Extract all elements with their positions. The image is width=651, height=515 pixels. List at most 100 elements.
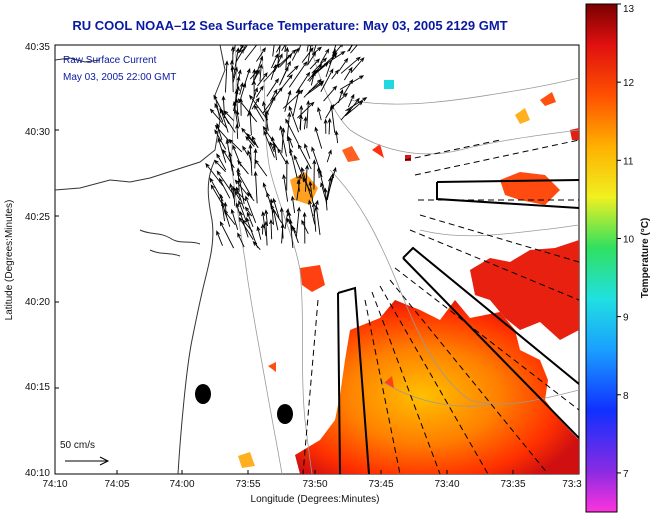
codar-site-marker <box>277 404 293 424</box>
current-vector <box>263 63 281 83</box>
current-vector <box>237 232 245 248</box>
current-vector <box>246 211 254 227</box>
current-vector <box>295 71 311 94</box>
current-vector <box>234 179 249 196</box>
current-vector <box>219 108 236 133</box>
coverage-sectors <box>302 139 579 474</box>
colorbar-label: Temperature (°C) <box>640 218 651 299</box>
current-vector <box>251 135 259 148</box>
current-vector <box>340 107 352 121</box>
current-vector <box>297 101 315 119</box>
current-vector <box>242 145 249 156</box>
current-vector <box>288 105 300 133</box>
surface-current-vectors <box>205 45 368 251</box>
current-vector <box>320 48 330 64</box>
current-vector <box>244 45 258 61</box>
current-vector <box>271 53 279 69</box>
current-vector <box>311 146 323 178</box>
current-vector <box>298 114 303 130</box>
current-vector <box>272 208 279 231</box>
current-vector <box>350 57 365 74</box>
inset-line-2: May 03, 2005 22:00 GMT <box>63 72 176 83</box>
current-vector <box>345 100 364 117</box>
colorbar-tick-label: 13 <box>623 4 635 15</box>
current-vector <box>304 143 311 159</box>
current-vector <box>247 86 258 117</box>
current-vector <box>311 57 328 74</box>
current-vector <box>306 99 311 129</box>
current-vector <box>257 72 268 87</box>
current-vector <box>345 97 368 112</box>
x-tick-label: 73:45 <box>368 479 393 490</box>
current-vector <box>235 48 245 63</box>
current-vector <box>332 45 337 57</box>
current-vector <box>242 45 247 51</box>
codar-site-marker <box>195 384 211 404</box>
current-vector <box>229 59 234 72</box>
current-vector <box>320 68 334 92</box>
current-vector <box>230 208 239 230</box>
current-vector <box>232 144 242 167</box>
scale-label: 50 cm/s <box>60 440 95 451</box>
current-vector <box>238 216 254 240</box>
current-vector <box>302 211 307 244</box>
current-vector <box>284 89 292 112</box>
current-vector <box>329 104 336 133</box>
y-tick-label: 40:10 <box>25 468 50 479</box>
current-vector <box>295 206 301 238</box>
y-axis: 40:35 40:30 40:25 40:20 40:15 40:10 Lati… <box>4 42 59 479</box>
current-vector <box>298 45 302 51</box>
current-vector <box>234 190 241 201</box>
colorbar-tick-label: 8 <box>623 391 629 402</box>
current-vector <box>327 117 332 135</box>
current-vector <box>219 221 235 249</box>
current-vector <box>272 197 280 218</box>
current-vector <box>288 61 308 88</box>
current-vector <box>281 45 286 51</box>
current-vector <box>297 143 312 170</box>
current-vector <box>232 66 238 83</box>
current-vector <box>244 206 253 217</box>
current-vector <box>253 148 258 169</box>
current-vector <box>279 53 293 68</box>
current-vector <box>264 209 269 227</box>
current-vector <box>272 45 275 57</box>
current-vector <box>323 85 338 102</box>
current-vector <box>339 75 365 90</box>
current-vector <box>326 166 337 199</box>
current-vector <box>249 94 269 121</box>
current-vector <box>277 45 281 64</box>
current-vector <box>235 186 245 210</box>
current-vector <box>230 65 235 93</box>
current-vector <box>214 159 226 173</box>
current-vector <box>284 45 287 52</box>
current-vector <box>256 225 262 240</box>
current-vector <box>285 46 290 69</box>
x-axis-label: Longitude (Degrees:Minutes) <box>251 494 380 505</box>
current-vector <box>284 159 289 191</box>
current-vector <box>334 130 339 144</box>
current-vector <box>285 118 299 145</box>
x-tick-label: 74:00 <box>169 479 194 490</box>
current-vector <box>303 116 308 130</box>
current-vector <box>230 45 235 64</box>
current-vector <box>326 149 332 163</box>
current-vector <box>243 45 248 51</box>
x-tick-label: 73:35 <box>500 479 525 490</box>
x-tick-label: 74:05 <box>104 479 129 490</box>
current-vector <box>236 75 241 89</box>
current-vector <box>278 49 297 66</box>
current-vector <box>256 47 266 62</box>
current-vector <box>266 191 273 208</box>
current-vector <box>323 118 328 134</box>
current-vector <box>290 195 296 214</box>
current-vector <box>235 109 241 127</box>
current-vector <box>289 147 298 179</box>
current-vector <box>269 218 274 240</box>
colorbar-tick-label: 11 <box>623 156 634 167</box>
x-tick-label: 73:55 <box>235 479 260 490</box>
current-vector <box>269 141 275 153</box>
colorbar-tick-label: 7 <box>623 469 629 480</box>
current-vector <box>313 45 317 54</box>
